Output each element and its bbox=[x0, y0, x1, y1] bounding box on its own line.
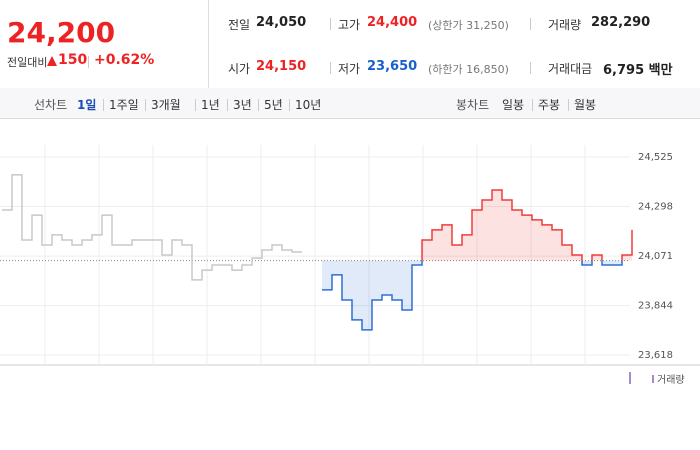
tab-sep bbox=[227, 99, 228, 111]
line bbox=[2, 174, 302, 281]
tab-sep bbox=[103, 99, 104, 111]
tab[interactable]: 3개월 bbox=[151, 98, 181, 112]
item-label: 전일 bbox=[228, 18, 251, 32]
up-icon bbox=[47, 56, 57, 66]
tab-group-label: 봉차트 bbox=[456, 98, 490, 112]
item-value: 6,795 백만 bbox=[603, 63, 673, 78]
line-down bbox=[322, 260, 623, 331]
tab-sep bbox=[195, 99, 196, 111]
item-value: 24,150 bbox=[256, 59, 307, 74]
item-note: (하한가 16,850) bbox=[428, 63, 509, 76]
item-value: 24,400 bbox=[367, 15, 418, 30]
change-label: 전일대비 bbox=[7, 56, 48, 69]
tab-sep bbox=[289, 99, 290, 111]
tab[interactable]: 1주일 bbox=[109, 98, 139, 112]
y-tick-label: 23,618 bbox=[638, 350, 673, 361]
tab-sep bbox=[532, 99, 533, 111]
tab-sep bbox=[145, 99, 146, 111]
tab[interactable]: 3년 bbox=[233, 98, 252, 112]
legend-label: 거래량 bbox=[657, 374, 685, 386]
tab[interactable]: 일봉 bbox=[502, 98, 525, 112]
item-label: 저가 bbox=[338, 62, 361, 76]
y-tick-label: 24,298 bbox=[638, 202, 673, 213]
tab-sep bbox=[258, 99, 259, 111]
y-tick-label: 24,071 bbox=[638, 251, 673, 262]
area-up bbox=[422, 189, 632, 261]
tab[interactable]: 1일 bbox=[77, 98, 97, 112]
legend-swatch bbox=[652, 375, 654, 383]
divider bbox=[208, 0, 209, 88]
change-pct: +0.62% bbox=[94, 52, 155, 68]
area-down bbox=[322, 260, 632, 330]
item-note: (상한가 31,250) bbox=[428, 19, 509, 32]
item-value: 282,290 bbox=[591, 15, 651, 30]
line-up bbox=[421, 189, 633, 261]
tab[interactable]: 월봉 bbox=[574, 98, 597, 112]
tab[interactable]: 주봉 bbox=[538, 98, 561, 112]
y-tick-label: 23,844 bbox=[638, 301, 673, 312]
item-label: 거래대금 bbox=[548, 62, 593, 76]
item-value: 24,050 bbox=[256, 15, 307, 30]
tab-group-label: 선차트 bbox=[34, 98, 68, 112]
tab[interactable]: 10년 bbox=[295, 98, 322, 112]
item-value: 23,650 bbox=[367, 59, 418, 74]
item-label: 시가 bbox=[228, 62, 251, 76]
change: 150 bbox=[58, 52, 88, 68]
tab-bar bbox=[0, 88, 700, 119]
tab[interactable]: 1년 bbox=[201, 98, 220, 112]
item-label: 고가 bbox=[338, 18, 361, 32]
tab[interactable]: 5년 bbox=[264, 98, 283, 112]
y-tick-label: 24,525 bbox=[638, 152, 673, 163]
item-label: 거래량 bbox=[548, 18, 582, 32]
price: 24,200 bbox=[7, 16, 116, 49]
tab-sep bbox=[568, 99, 569, 111]
